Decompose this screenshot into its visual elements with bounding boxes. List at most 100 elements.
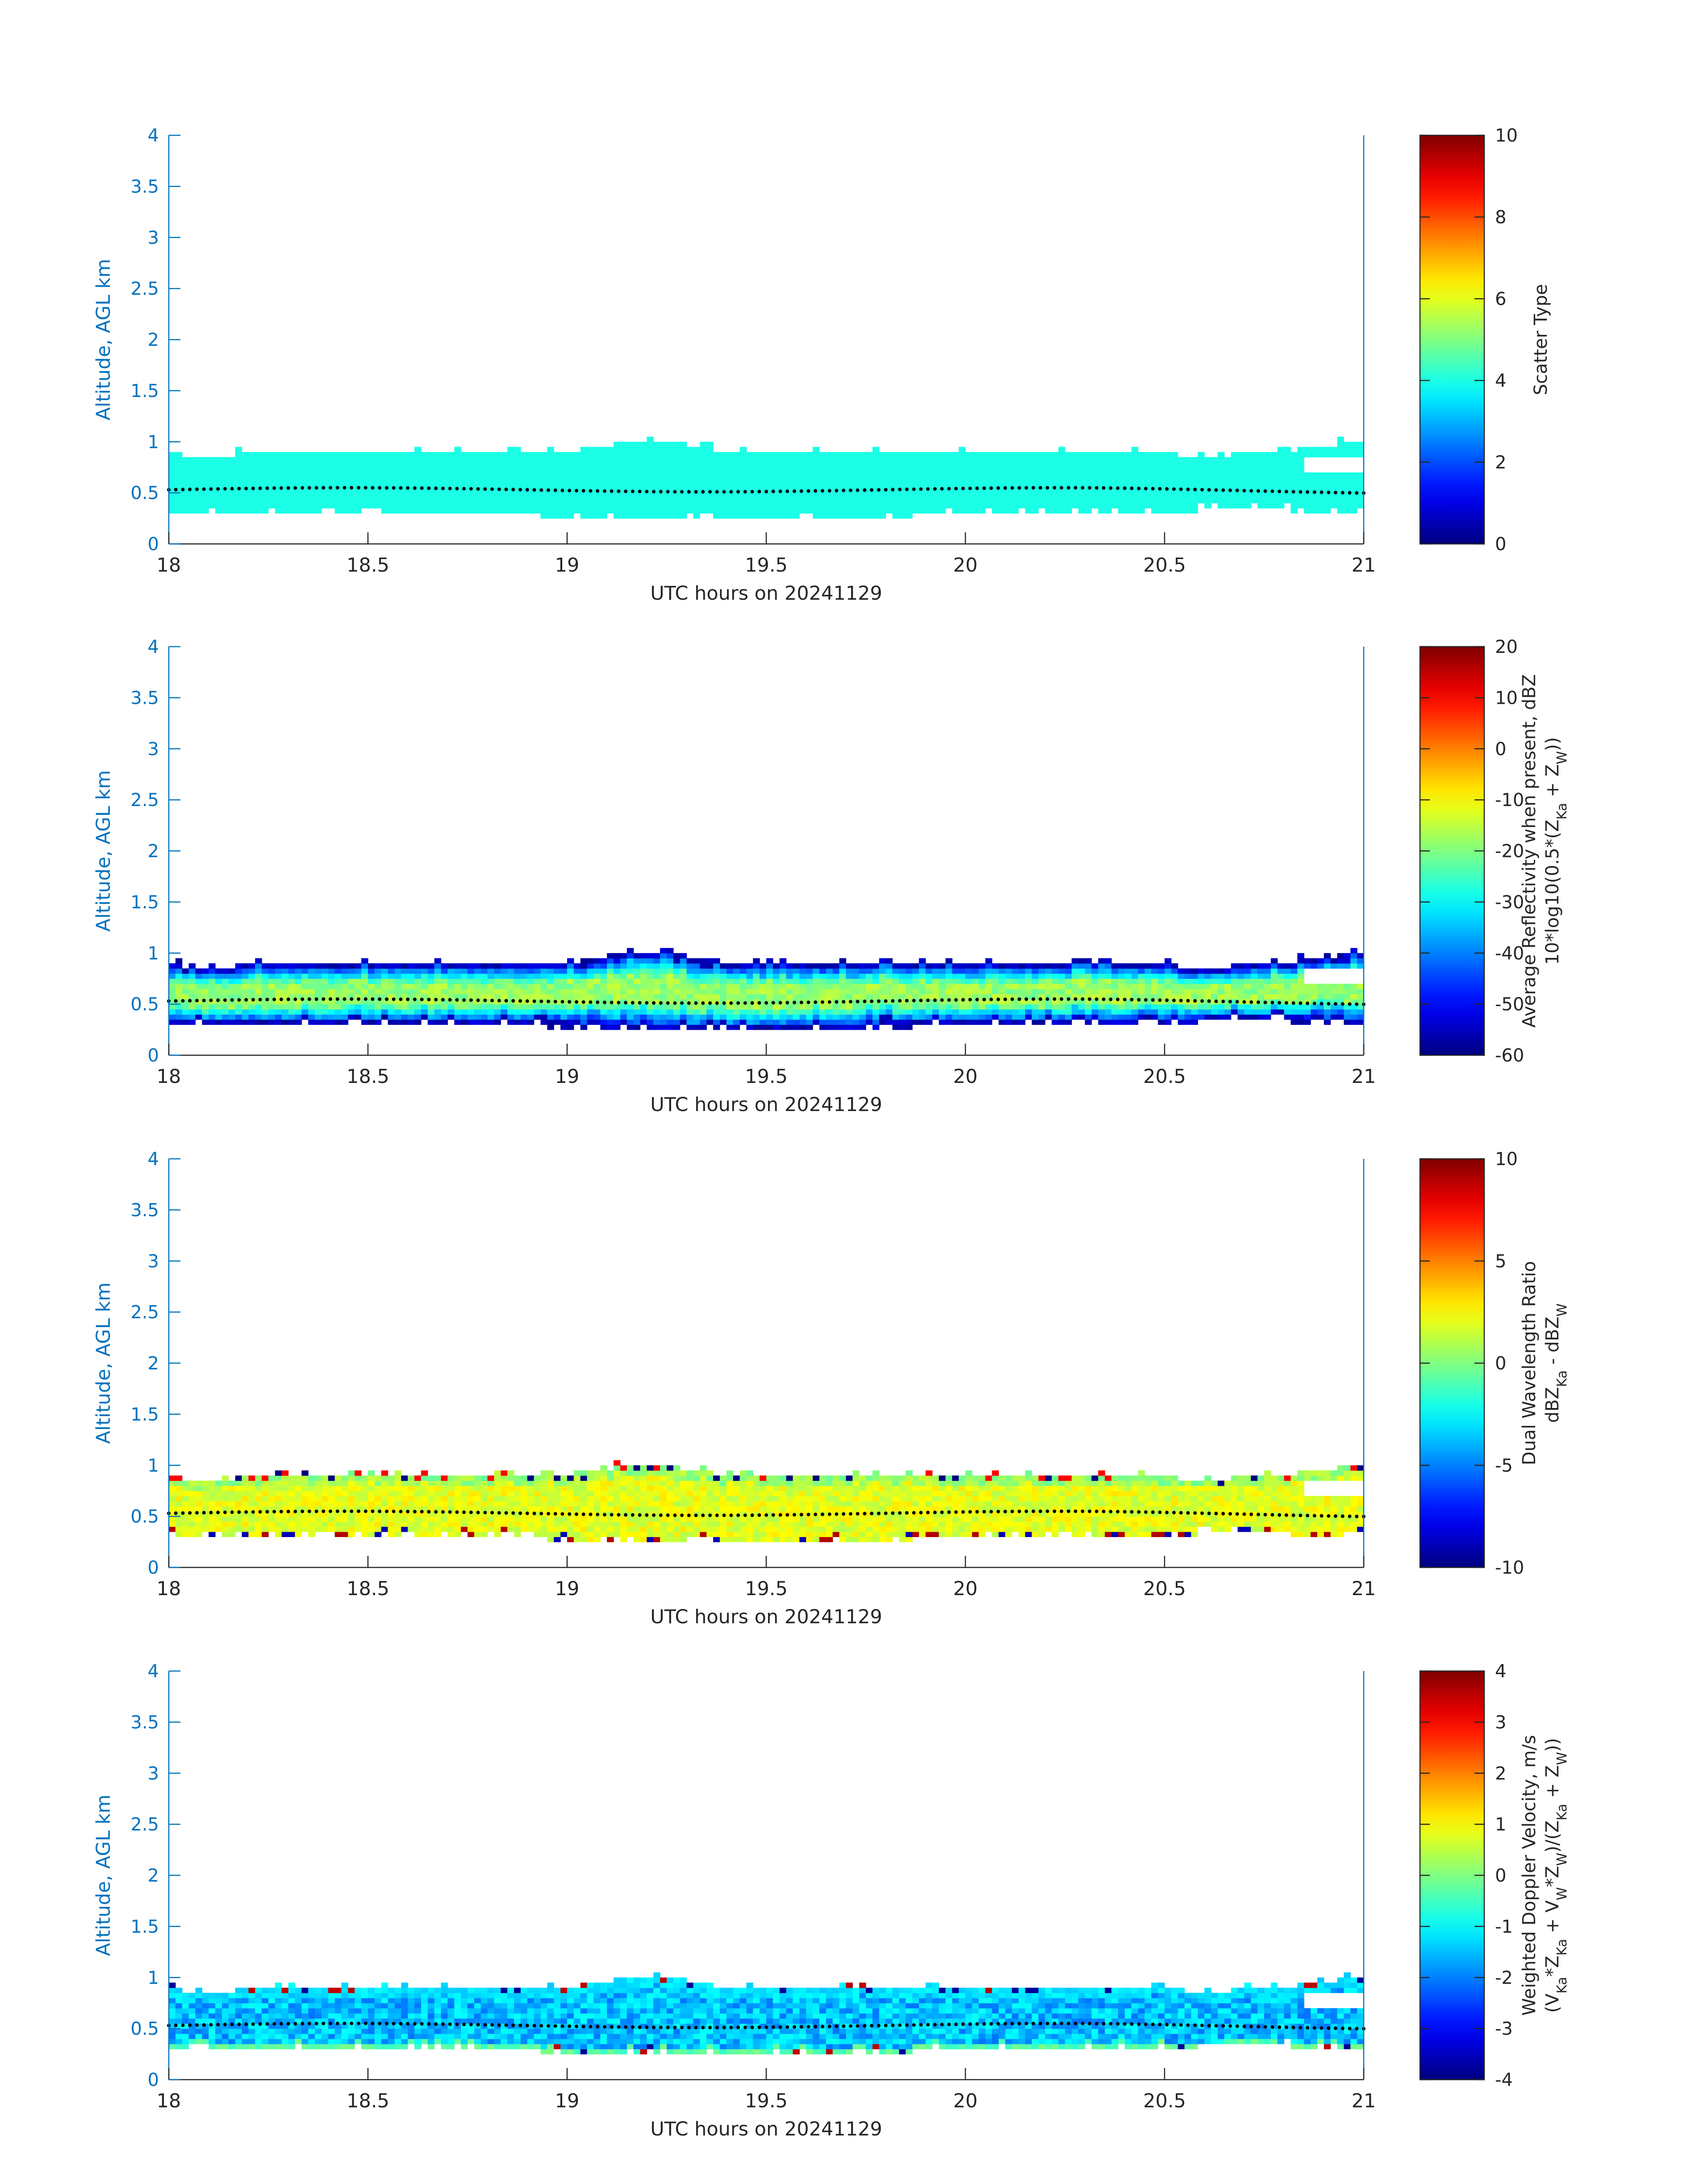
heatmap-cell [786, 1004, 793, 1010]
heatmap-cell [255, 1019, 262, 1025]
heatmap-cell [859, 452, 866, 458]
heatmap-cell [275, 968, 282, 974]
heatmap-cell [945, 983, 952, 989]
marker-dot [181, 999, 185, 1003]
heatmap-cell [1191, 994, 1198, 999]
heatmap-cell [1151, 457, 1158, 463]
marker-dot [1299, 490, 1303, 494]
heatmap-cell [906, 508, 913, 514]
heatmap-cell [1297, 1019, 1304, 1025]
heatmap-cell [315, 472, 322, 478]
heatmap-cell [826, 1004, 833, 1010]
heatmap-cell [1317, 508, 1324, 514]
heatmap-cell [301, 989, 309, 994]
heatmap-cell [1171, 472, 1178, 478]
heatmap-cell [640, 472, 647, 478]
heatmap-cell [859, 467, 866, 473]
heatmap-cell [587, 482, 594, 488]
heatmap-cell [746, 983, 753, 989]
heatmap-cell [1257, 968, 1265, 974]
heatmap-cell [182, 989, 189, 994]
heatmap-cell [952, 994, 959, 999]
heatmap-cell [673, 989, 681, 994]
heatmap-cell [607, 498, 614, 504]
heatmap-cell [1311, 1014, 1318, 1020]
heatmap-cell [1065, 974, 1072, 979]
heatmap-cell [1284, 994, 1291, 999]
heatmap-cell [700, 498, 707, 504]
heatmap-cell [1217, 477, 1225, 483]
heatmap-cell [328, 467, 335, 473]
heatmap-cell [872, 503, 880, 509]
heatmap-cell [1038, 452, 1045, 458]
heatmap-cell [1118, 994, 1125, 999]
heatmap-cell [394, 968, 401, 974]
heatmap-cell [388, 989, 395, 994]
heatmap-cell [1270, 958, 1278, 964]
heatmap-cell [348, 999, 355, 1005]
heatmap-cell [614, 503, 621, 509]
heatmap-cell [965, 498, 973, 504]
marker-dot [448, 486, 452, 490]
marker-line [167, 486, 1366, 495]
heatmap-cell [620, 457, 627, 463]
heatmap-cell [1124, 462, 1132, 468]
heatmap-cell [706, 452, 714, 458]
heatmap-cell [188, 1014, 196, 1020]
heatmap-cell [1058, 447, 1065, 452]
heatmap-cell [567, 503, 574, 509]
heatmap-cell [507, 994, 514, 999]
heatmap-cell [793, 1019, 800, 1025]
heatmap-cell [1105, 472, 1112, 478]
heatmap-cell [534, 1014, 541, 1020]
heatmap-cell [779, 452, 787, 458]
heatmap-cell [892, 989, 899, 994]
heatmap-cell [952, 482, 959, 488]
heatmap-cell [746, 477, 753, 483]
heatmap-cell [381, 452, 388, 458]
heatmap-cell [813, 482, 820, 488]
heatmap-cell [906, 472, 913, 478]
heatmap-cell [361, 493, 368, 498]
heatmap-cell [1038, 983, 1045, 989]
heatmap-cell [1131, 447, 1139, 452]
heatmap-cell [925, 457, 933, 463]
heatmap-cell [560, 1009, 568, 1015]
heatmap-cell [1350, 1014, 1357, 1020]
heatmap-cell [1138, 503, 1145, 509]
heatmap-cell [1158, 978, 1165, 984]
heatmap-cell [1005, 1004, 1012, 1010]
heatmap-cell [182, 1531, 189, 1537]
heatmap-cell [799, 472, 806, 478]
heatmap-cell [1052, 989, 1059, 994]
heatmap-cell [288, 1019, 296, 1025]
heatmap-cell [520, 1004, 528, 1010]
heatmap-cell [1224, 462, 1232, 468]
colorbar-tick-label: 8 [1495, 207, 1506, 228]
heatmap-cell [1184, 457, 1192, 463]
heatmap-cell [381, 974, 388, 979]
heatmap-cell [1317, 477, 1324, 483]
heatmap-cell [925, 498, 933, 504]
heatmap-cell [1085, 477, 1092, 483]
heatmap-cell [760, 983, 767, 989]
heatmap-cell [221, 482, 229, 488]
y-tick-label: 4 [148, 637, 159, 657]
heatmap-cell [408, 974, 415, 979]
heatmap-cell [660, 457, 667, 463]
heatmap-cell [1270, 477, 1278, 483]
heatmap-cell [607, 958, 614, 964]
heatmap-cell [408, 989, 415, 994]
heatmap-cell [872, 974, 880, 979]
heatmap-cell [1085, 472, 1092, 478]
heatmap-cell [494, 477, 501, 483]
heatmap-cell [547, 994, 554, 999]
heatmap-cell [547, 974, 554, 979]
marker-dot [413, 998, 417, 1001]
heatmap-cell [879, 457, 886, 463]
heatmap-cell [1018, 503, 1026, 509]
heatmap-cell [773, 989, 780, 994]
heatmap-cell [1018, 493, 1026, 498]
heatmap-cell [1025, 989, 1032, 994]
heatmap-cell [1005, 999, 1012, 1005]
